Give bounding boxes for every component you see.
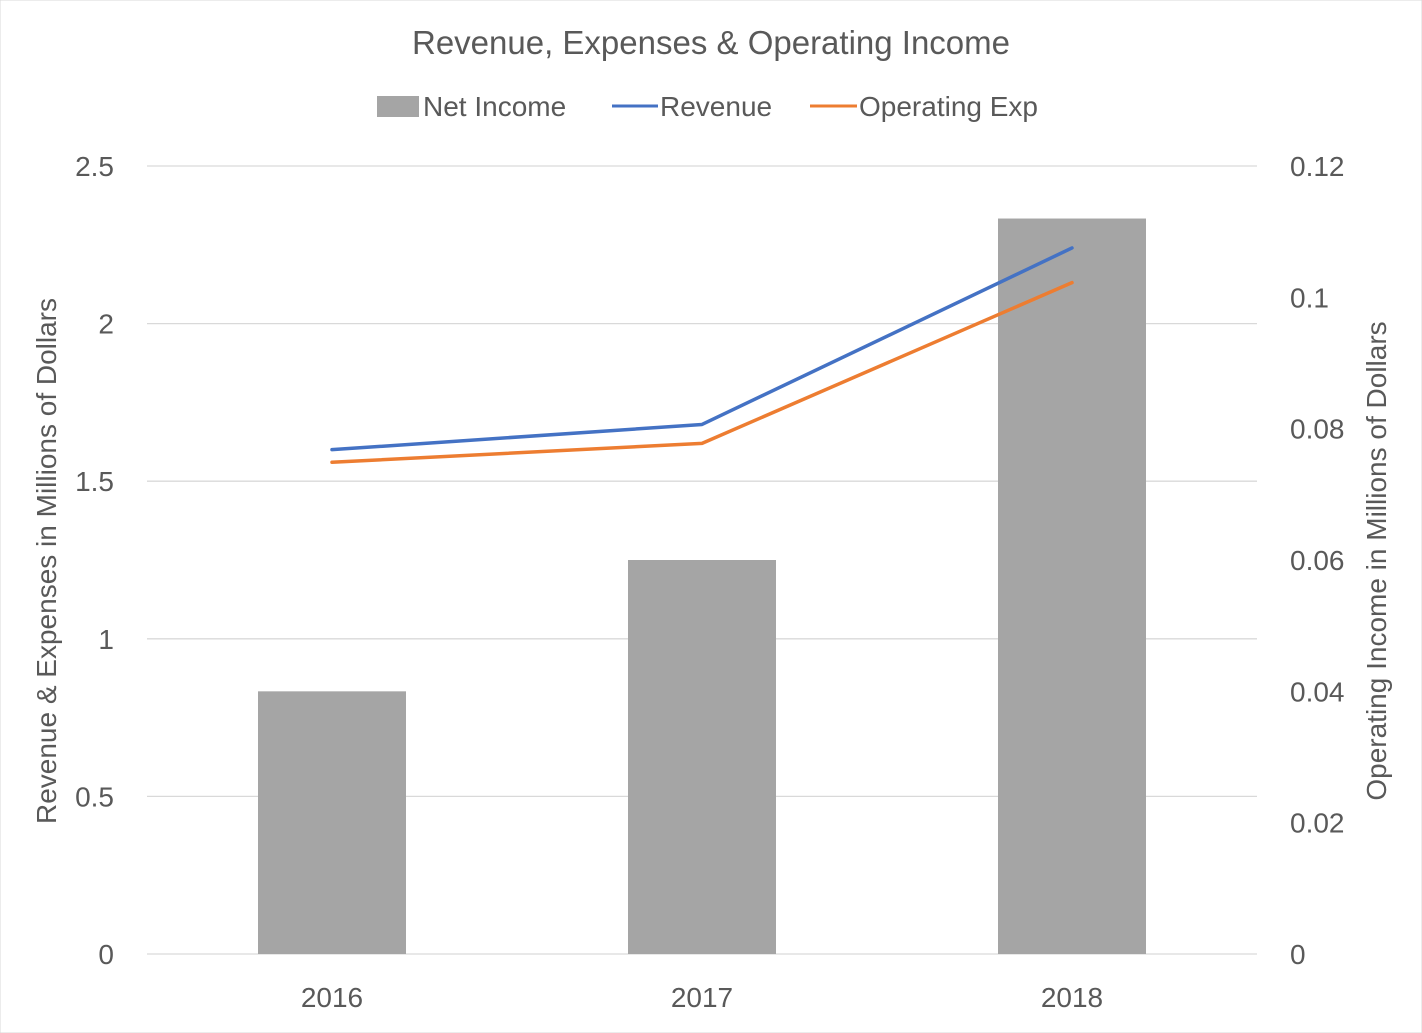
right-tick-label: 0.04: [1290, 676, 1345, 707]
bar-series-net-income: [258, 218, 1146, 955]
left-tick-label: 1: [98, 624, 114, 655]
left-tick-label: 2.5: [75, 151, 114, 182]
right-tick-label: 0.12: [1290, 151, 1345, 182]
right-tick-label: 0: [1290, 939, 1306, 970]
x-tick-label: 2017: [671, 982, 733, 1013]
bar-net-income-2016: [258, 691, 406, 954]
left-tick-label: 2: [98, 309, 114, 340]
right-tick-label: 0.02: [1290, 808, 1345, 839]
line-revenue: [330, 246, 1074, 452]
right-tick-label: 0.1: [1290, 282, 1329, 313]
right-axis-title: Operating Income in Millions of Dollars: [1361, 321, 1392, 800]
x-tick-label: 2018: [1041, 982, 1103, 1013]
chart-title: Revenue, Expenses & Operating Income: [412, 24, 1010, 61]
legend-label-net-income: Net Income: [423, 91, 566, 122]
legend: Net Income Revenue Operating Exp: [377, 91, 1038, 122]
left-axis-title: Revenue & Expenses in Millions of Dollar…: [31, 298, 62, 824]
line-operating-exp: [330, 280, 1074, 465]
bar-net-income-2018: [998, 218, 1146, 955]
legend-label-operating-exp: Operating Exp: [859, 91, 1038, 122]
x-axis-ticks: 2016 2017 2018: [301, 982, 1103, 1013]
line-series: [330, 246, 1074, 465]
left-tick-label: 0.5: [75, 781, 114, 812]
right-tick-label: 0.06: [1290, 545, 1345, 576]
bar-net-income-2017: [628, 560, 776, 954]
left-tick-label: 0: [98, 939, 114, 970]
left-axis-ticks: 0 0.5 1 1.5 2 2.5: [75, 151, 114, 970]
right-axis-ticks: 0 0.02 0.04 0.06 0.08 0.1 0.12: [1290, 151, 1345, 970]
legend-label-revenue: Revenue: [660, 91, 772, 122]
legend-swatch-net-income: [377, 96, 419, 117]
right-tick-label: 0.08: [1290, 414, 1345, 445]
left-tick-label: 1.5: [75, 466, 114, 497]
x-tick-label: 2016: [301, 982, 363, 1013]
